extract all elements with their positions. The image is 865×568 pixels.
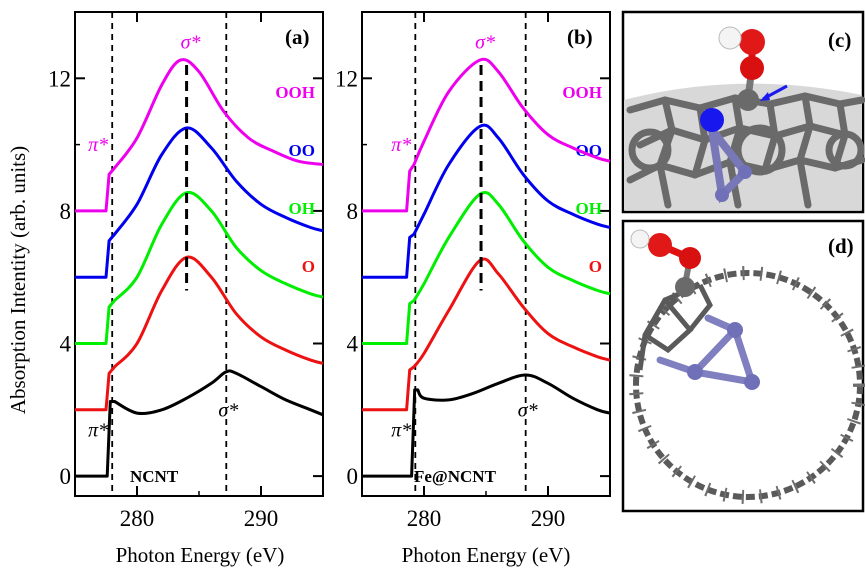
structure-panel-c: (c) — [621, 10, 865, 214]
material-label-a: NCNT — [130, 467, 179, 486]
series-label-a-o: O — [302, 257, 315, 276]
series-label-b-oh: OH — [576, 199, 602, 218]
y-axis-label: Absorption Intentity (arb. units) — [6, 146, 30, 414]
series-line-b-oo — [362, 123, 611, 279]
nanotube-side-view — [624, 83, 865, 210]
sigma-star-label-top-a: σ* — [181, 31, 201, 53]
series-line-a-clean — [75, 369, 324, 478]
y-tick-label-b: 0 — [347, 464, 359, 489]
series-line-b-oh — [362, 190, 611, 345]
structure-panel-d: (d) — [621, 219, 865, 513]
sigma-star-label-bottom-b: σ* — [518, 399, 538, 421]
series-label-b-oo: OO — [576, 141, 602, 160]
nanotube-cross-section — [629, 266, 865, 504]
y-tick-label-b: 8 — [347, 199, 359, 224]
adsorbate-ooh-c — [700, 26, 788, 132]
pi-star-label-bottom-a: π* — [88, 419, 108, 441]
series-line-a-oh — [75, 190, 324, 345]
series-line-a-o — [75, 255, 324, 412]
y-tick-label-b: 12 — [335, 66, 358, 91]
chart-panel-a: (a) NCNT Photon Energy (eV) 0 4 8 12 280 290 O… — [48, 11, 324, 567]
y-tick-label-a: 12 — [48, 66, 71, 91]
series-label-b-o: O — [589, 257, 602, 276]
series-line-b-clean — [362, 373, 611, 478]
y-tick-label-a: 8 — [60, 199, 72, 224]
chart-panel-b: (b) Fe@NCNT Photon Energy (eV) 0 4 8 12 280 2… — [335, 11, 611, 567]
pi-star-label-top-a: π* — [88, 134, 108, 156]
pi-star-label-top-b: π* — [391, 134, 411, 156]
x-tick-label-b: 280 — [407, 506, 442, 531]
x-tick-label-a: 290 — [244, 506, 279, 531]
y-tick-label-a: 4 — [60, 332, 72, 357]
series-label-a-oo: OO — [289, 141, 315, 160]
nitrogen-atom-c — [700, 108, 724, 132]
x-axis-label-a: Photon Energy (eV) — [116, 543, 285, 567]
panel-label-a: (a) — [285, 25, 310, 49]
sigma-star-label-bottom-a: σ* — [218, 399, 238, 421]
panel-label-c: (c) — [828, 28, 851, 52]
x-tick-label-b: 290 — [531, 506, 566, 531]
sigma-star-label-top-b: σ* — [475, 31, 495, 53]
series-line-a-ooh — [75, 58, 324, 213]
x-axis-label-b: Photon Energy (eV) — [402, 543, 571, 567]
series-label-b-ooh: OOH — [562, 83, 602, 102]
panel-label-b: (b) — [567, 25, 593, 49]
x-tick-label-a: 280 — [120, 506, 155, 531]
series-line-b-o — [362, 257, 611, 412]
series-line-b-ooh — [362, 57, 611, 213]
material-label-b: Fe@NCNT — [414, 467, 497, 486]
panel-label-d: (d) — [828, 234, 854, 258]
pi-star-label-bottom-b: π* — [391, 419, 411, 441]
adsorbate-ooh-d — [630, 229, 701, 297]
series-line-a-oo — [75, 126, 324, 279]
y-tick-label-b: 4 — [347, 332, 359, 357]
series-label-a-ooh: OOH — [275, 83, 315, 102]
series-label-a-oh: OH — [289, 199, 315, 218]
y-tick-label-a: 0 — [60, 464, 72, 489]
